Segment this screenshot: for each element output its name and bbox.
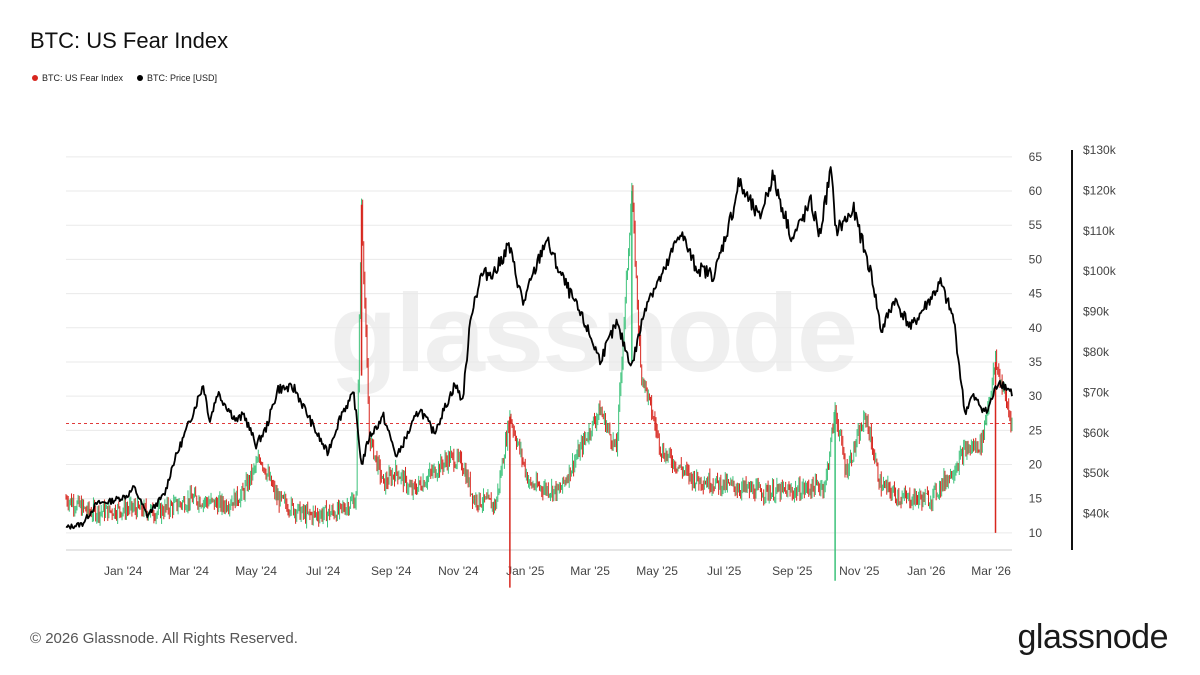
x-tick-label: Sep '25: [772, 564, 813, 578]
x-tick-label: Jan '26: [907, 564, 946, 578]
y-right-tick-label: $130k: [1083, 143, 1117, 157]
legend-item-price[interactable]: BTC: Price [USD]: [137, 73, 217, 83]
price-line: [65, 166, 1013, 530]
x-tick-label: Sep '24: [371, 564, 412, 578]
x-tick-label: May '24: [235, 564, 277, 578]
y-left-tick-label: 20: [1029, 458, 1043, 472]
y-left-tick-label: 10: [1029, 526, 1043, 540]
x-tick-label: Nov '25: [839, 564, 880, 578]
y-left-tick-label: 15: [1029, 492, 1043, 506]
x-tick-label: Jan '25: [506, 564, 545, 578]
y-right-tick-label: $60k: [1083, 426, 1110, 440]
chart-title: BTC: US Fear Index: [30, 28, 229, 53]
legend-dot-fear-index: [32, 75, 38, 81]
y-right-tick-label: $70k: [1083, 385, 1110, 399]
x-tick-label: Mar '25: [570, 564, 610, 578]
legend: BTC: US Fear Index BTC: Price [USD]: [32, 73, 217, 83]
legend-item-fear-index[interactable]: BTC: US Fear Index: [32, 73, 123, 83]
y-left-tick-label: 35: [1029, 355, 1043, 369]
y-left-tick-label: 50: [1029, 252, 1043, 266]
y-left-tick-label: 55: [1029, 218, 1043, 232]
y-left-tick-label: 60: [1029, 184, 1043, 198]
x-tick-label: Mar '24: [169, 564, 209, 578]
y-left-tick-label: 45: [1029, 287, 1043, 301]
legend-label-price: BTC: Price [USD]: [147, 73, 218, 83]
y-right-tick-label: $80k: [1083, 345, 1110, 359]
y-left-tick-label: 40: [1029, 321, 1043, 335]
x-tick-label: May '25: [636, 564, 678, 578]
y-left-tick-label: 25: [1029, 423, 1043, 437]
x-tick-label: Nov '24: [438, 564, 479, 578]
legend-dot-price: [137, 75, 144, 81]
y-right-tick-label: $90k: [1083, 305, 1110, 319]
x-tick-label: Jul '25: [707, 564, 742, 578]
brand-logo[interactable]: glassnode: [1017, 618, 1168, 656]
copyright-footer: © 2026 Glassnode. All Rights Reserved.: [30, 630, 298, 647]
y-right-tick-label: $100k: [1083, 264, 1117, 278]
y-left-tick-label: 65: [1029, 150, 1043, 164]
y-right-tick-label: $110k: [1083, 224, 1116, 238]
y-left-tick-label: 30: [1029, 389, 1043, 403]
y-right-tick-label: $120k: [1083, 183, 1117, 197]
y-right-tick-label: $40k: [1083, 507, 1110, 521]
legend-label-fear-index: BTC: US Fear Index: [42, 73, 124, 83]
x-tick-label: Jul '24: [306, 564, 341, 578]
x-tick-label: Jan '24: [104, 564, 143, 578]
x-tick-label: Mar '26: [971, 564, 1011, 578]
y-right-tick-label: $50k: [1083, 466, 1110, 480]
